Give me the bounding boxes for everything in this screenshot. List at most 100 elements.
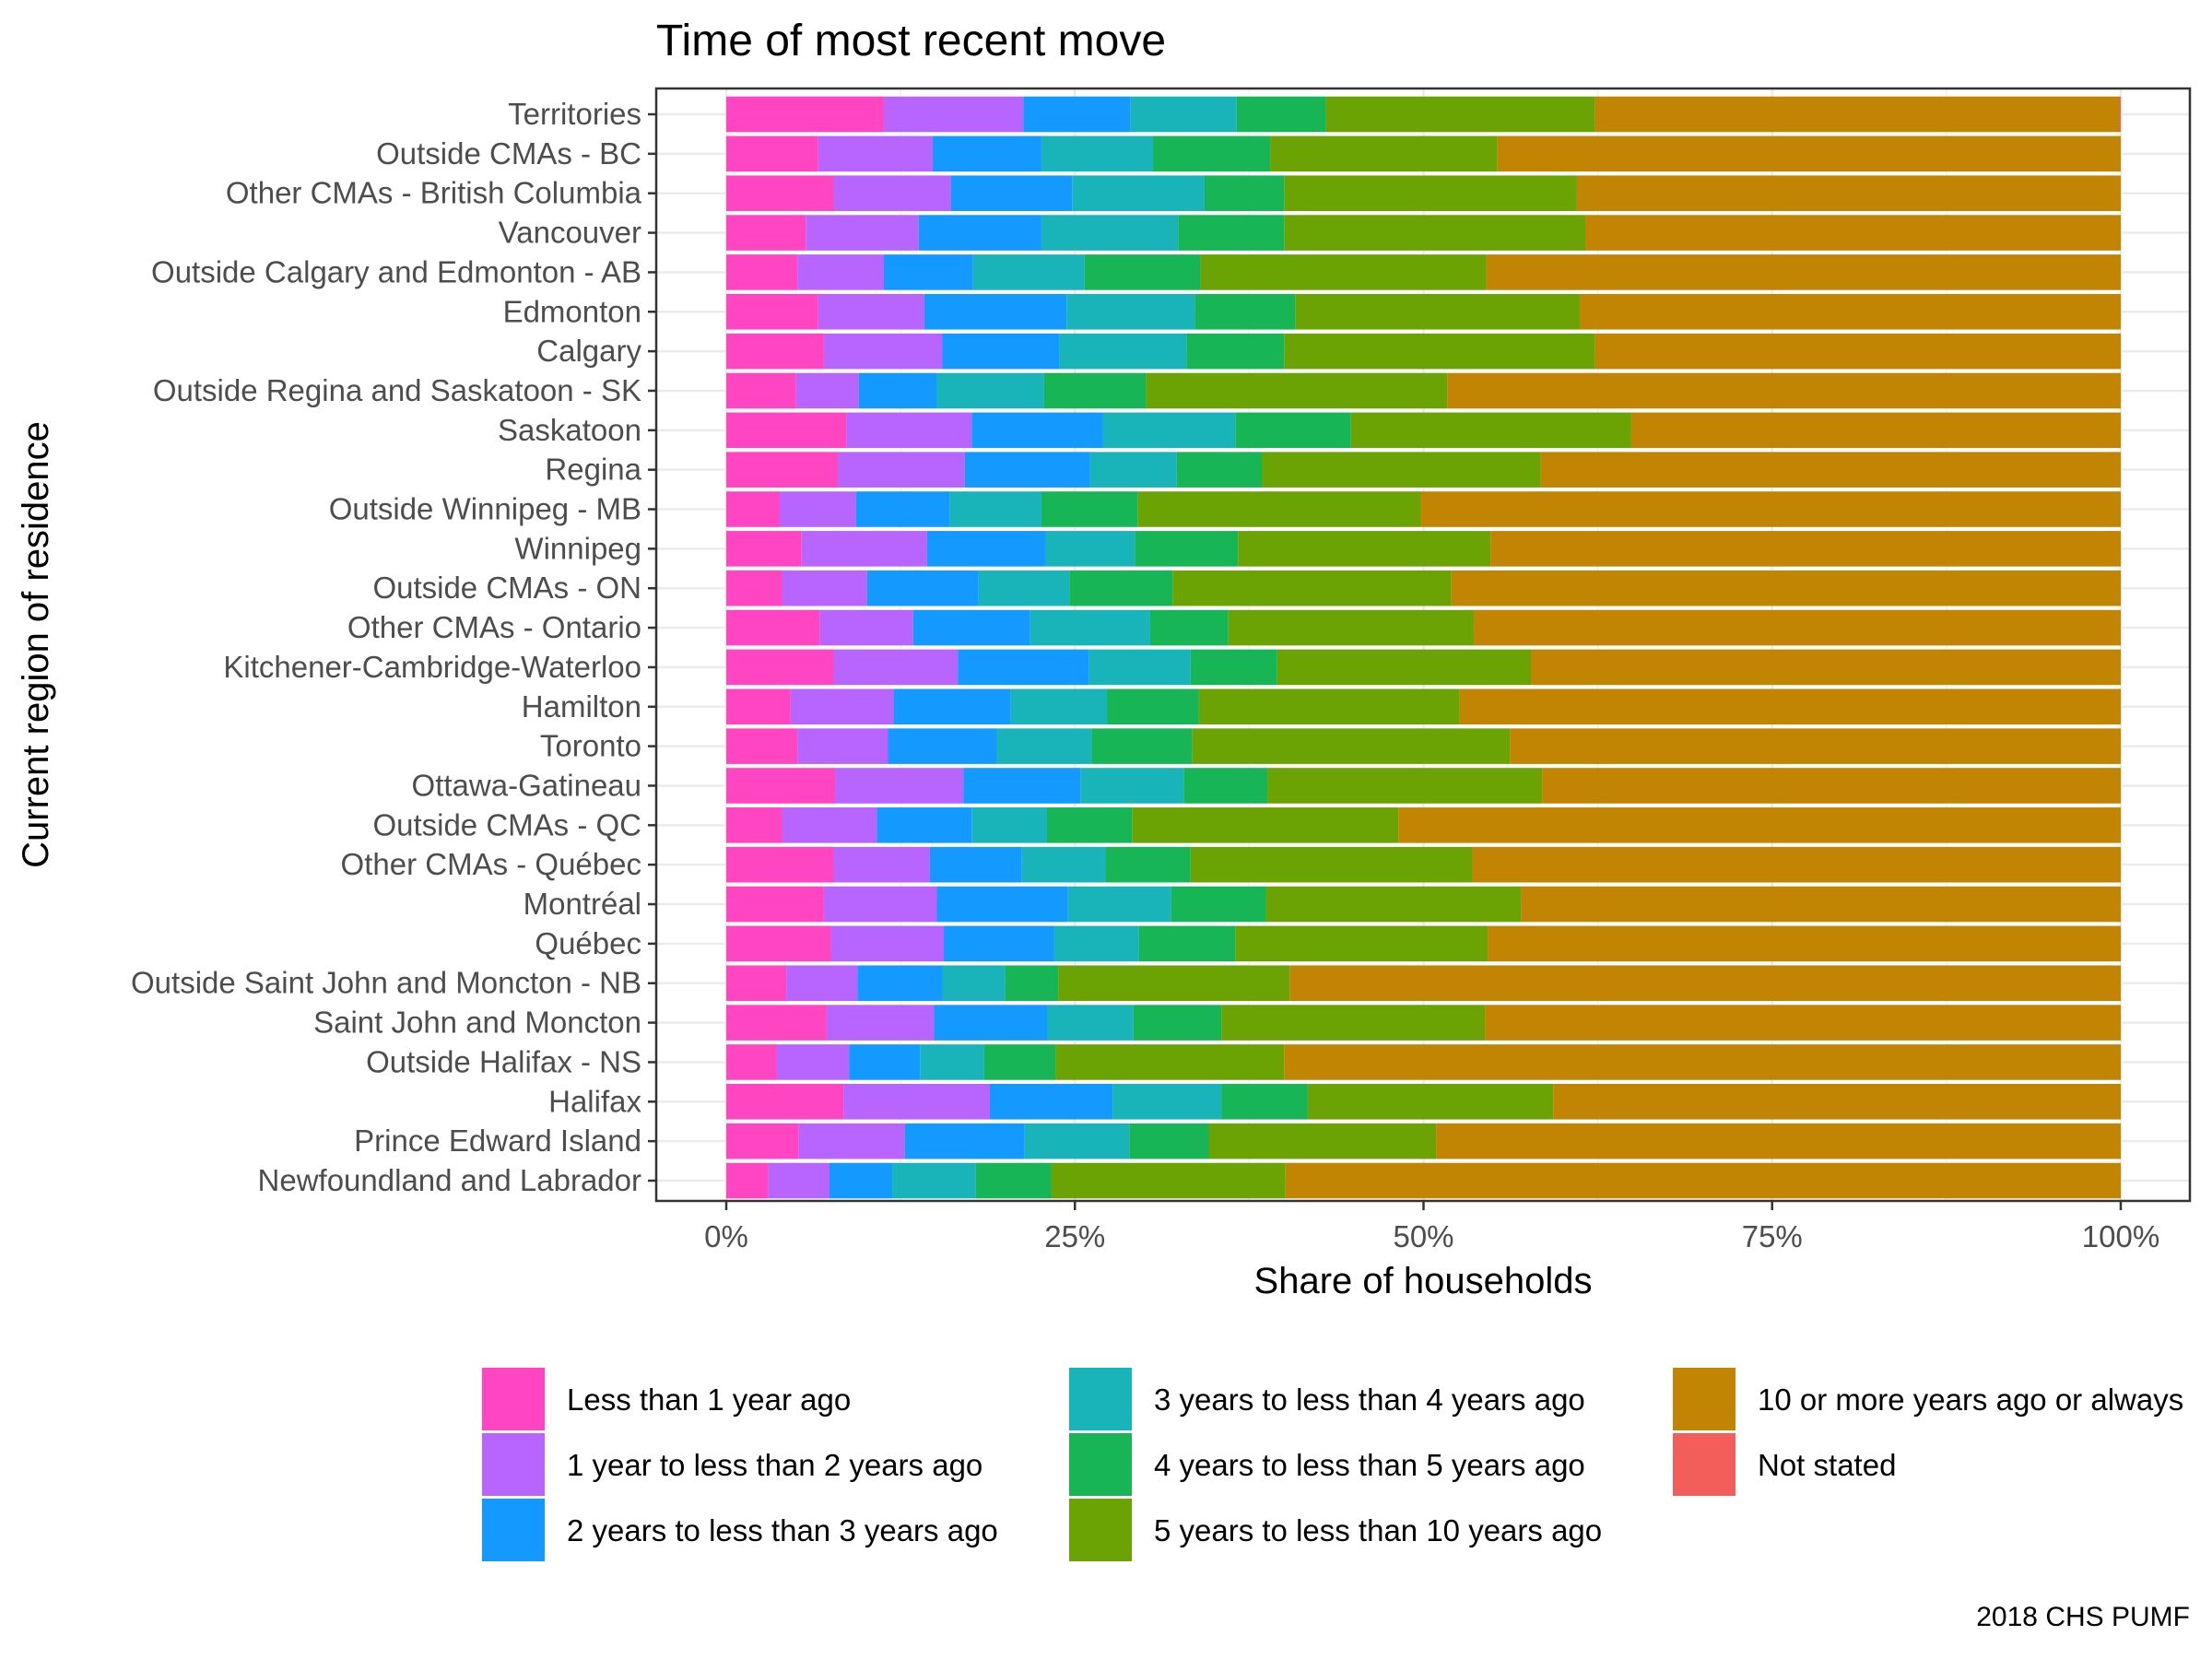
bar-segment <box>798 1123 905 1159</box>
bar-row <box>726 135 2121 172</box>
legend-label: Not stated <box>1758 1448 1896 1482</box>
bar-segment <box>1236 96 1326 133</box>
y-tick-label: Prince Edward Island <box>354 1124 641 1158</box>
bar-segment <box>971 412 1103 449</box>
bar-segment <box>1630 412 2121 449</box>
bar-segment <box>1089 452 1177 488</box>
bar-segment <box>1540 452 2121 488</box>
bar-segment <box>1021 846 1106 883</box>
bar-row <box>726 609 2121 646</box>
bar-segment <box>843 1084 990 1120</box>
bar-segment <box>1576 175 2121 211</box>
bar-segment <box>1447 372 2121 409</box>
bar-segment <box>1488 925 2121 962</box>
y-tick-label: Outside CMAs - BC <box>376 136 641 171</box>
bar-segment <box>866 570 979 606</box>
bar-segment <box>1277 649 1532 686</box>
bar-segment <box>1053 925 1139 962</box>
y-tick-label: Kitchener-Cambridge-Waterloo <box>223 650 641 684</box>
bar-segment <box>726 531 802 567</box>
bar-segment <box>1261 452 1541 488</box>
bar-segment <box>1190 649 1277 686</box>
bar-segment <box>1497 135 2121 172</box>
bar-row <box>726 1005 2121 1041</box>
legend-label: 4 years to less than 5 years ago <box>1154 1448 1585 1482</box>
bar-segment <box>883 254 973 290</box>
legend-key <box>1673 1368 1735 1430</box>
bar-segment <box>726 412 847 449</box>
bar-segment <box>1041 215 1179 251</box>
bar-segment <box>1112 1084 1222 1120</box>
bar-row <box>726 215 2121 251</box>
y-tick-label: Outside Regina and Saskatoon - SK <box>153 373 641 407</box>
y-tick-label: Other CMAs - British Columbia <box>226 176 642 210</box>
bar-segment <box>1490 531 2121 567</box>
bar-segment <box>790 688 894 725</box>
x-tick-label: 25% <box>1044 1219 1105 1253</box>
bar-segment <box>1067 886 1171 923</box>
y-tick-label: Other CMAs - Ontario <box>347 610 641 644</box>
legend-item: 5 years to less than 10 years ago <box>1069 1499 1602 1561</box>
legend: Less than 1 year ago 1 year to less than … <box>482 1368 2183 1561</box>
bar-segment <box>1594 96 2120 133</box>
bar-row <box>726 807 2121 843</box>
y-tick-label: Hamilton <box>522 689 641 724</box>
bar-row <box>726 372 2121 409</box>
bar-segment <box>1005 965 1059 1002</box>
y-tick-label: Vancouver <box>499 216 641 250</box>
legend-key <box>482 1499 545 1561</box>
bar-segment <box>1485 1005 2121 1041</box>
bar-segment <box>818 293 924 330</box>
bar-segment <box>1194 293 1296 330</box>
bar-segment <box>1221 1084 1308 1120</box>
bar-segment <box>944 925 1054 962</box>
bar-segment <box>1350 412 1631 449</box>
legend-item: Not stated <box>1673 1433 1896 1496</box>
bar-segment <box>797 254 884 290</box>
bar-segment <box>1267 768 1543 804</box>
bar-segment <box>1473 609 2121 646</box>
bar-segment <box>936 372 1044 409</box>
bar-row <box>726 886 2121 923</box>
bar-row <box>726 531 2121 567</box>
legend-item: 2 years to less than 3 years ago <box>482 1499 998 1561</box>
bar-segment <box>801 531 927 567</box>
bar-segment <box>858 372 937 409</box>
bar-row <box>726 649 2121 686</box>
bar-segment <box>1398 807 2121 843</box>
y-tick-label: Québec <box>535 926 641 960</box>
bar-segment <box>726 570 782 606</box>
bar-segment <box>1198 688 1460 725</box>
bar-row <box>726 965 2121 1002</box>
bar-segment <box>782 807 877 843</box>
chart-title: Time of most recent move <box>656 17 1166 65</box>
bar-segment <box>1088 649 1191 686</box>
legend-key <box>1069 1368 1132 1430</box>
bar-segment <box>883 96 1024 133</box>
bar-segment <box>1510 728 2121 764</box>
bar-segment <box>726 1044 777 1080</box>
bar-row <box>726 254 2121 290</box>
bar-segment <box>983 1044 1056 1080</box>
bar-segment <box>726 175 834 211</box>
bar-row <box>726 688 2121 725</box>
bar-row <box>726 175 2121 211</box>
legend-item: Less than 1 year ago <box>482 1368 851 1430</box>
y-tick-label: Regina <box>545 453 641 487</box>
bar-segment <box>795 372 859 409</box>
bar-segment <box>1010 688 1108 725</box>
bar-segment <box>877 807 972 843</box>
bar-segment <box>1553 1084 2121 1120</box>
bar-segment <box>829 1162 893 1199</box>
bar-segment <box>1289 965 2121 1002</box>
bar-segment <box>726 965 787 1002</box>
bar-segment <box>963 768 1081 804</box>
bar-segment <box>1307 1084 1554 1120</box>
bar-segment <box>1058 965 1290 1002</box>
legend-label: 5 years to less than 10 years ago <box>1154 1513 1602 1547</box>
bar-segment <box>1172 570 1452 606</box>
bar-segment <box>1270 135 1498 172</box>
bar-segment <box>1102 412 1236 449</box>
bar-segment <box>1059 333 1187 370</box>
